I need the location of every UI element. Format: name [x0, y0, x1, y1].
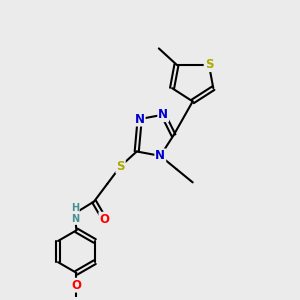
Text: O: O [99, 213, 110, 226]
Text: S: S [116, 160, 125, 173]
Text: N: N [135, 112, 145, 126]
Text: N: N [158, 108, 168, 121]
Text: O: O [71, 279, 81, 292]
Text: N: N [155, 149, 165, 162]
Text: S: S [205, 58, 213, 71]
Text: H
N: H N [71, 202, 79, 224]
